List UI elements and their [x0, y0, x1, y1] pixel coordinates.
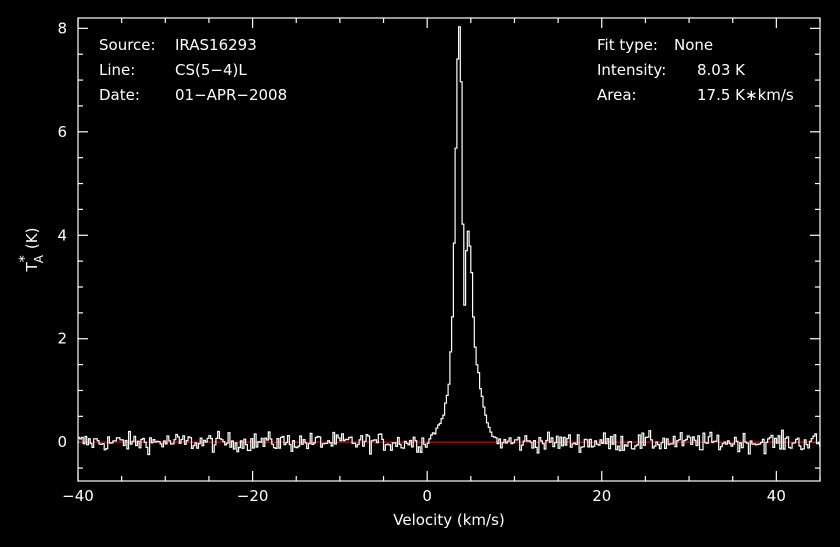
- y-axis-label: T*A (K): [17, 228, 46, 273]
- y-tick-label: 0: [57, 433, 67, 451]
- x-axis-label: Velocity (km/s): [393, 511, 504, 529]
- y-axis-symbol: T: [23, 261, 41, 272]
- source-label: Source:: [99, 36, 156, 54]
- plot-frame: [77, 17, 821, 482]
- area-value: 17.5 K∗km/s: [697, 86, 794, 104]
- tick-labels: −40 −20 0 20 40 0 2 4 6 8: [57, 19, 785, 505]
- x-tick-label: −20: [237, 487, 269, 505]
- line-value: CS(5−4)L: [175, 61, 247, 79]
- fit-type-label: Fit type:: [597, 36, 658, 54]
- y-axis-subscript: A: [32, 254, 46, 263]
- intensity-label: Intensity:: [597, 61, 667, 79]
- y-tick-label: 4: [57, 226, 67, 244]
- area-label: Area:: [597, 86, 637, 104]
- x-tick-label: 20: [592, 487, 611, 505]
- line-label: Line:: [99, 61, 136, 79]
- source-value: IRAS16293: [175, 36, 257, 54]
- y-tick-label: 6: [57, 123, 67, 141]
- y-tick-label: 8: [57, 19, 67, 37]
- spectrum-line: [78, 26, 821, 456]
- x-tick-label: −40: [62, 487, 94, 505]
- y-axis-unit: (K): [23, 228, 41, 250]
- intensity-value: 8.03 K: [697, 61, 746, 79]
- x-tick-label: 0: [422, 487, 432, 505]
- date-value: 01−APR−2008: [175, 86, 288, 104]
- fit-type-value: None: [674, 36, 714, 54]
- x-tick-label: 40: [767, 487, 786, 505]
- date-label: Date:: [99, 86, 140, 104]
- y-axis-superscript: *: [17, 255, 33, 262]
- y-tick-label: 2: [57, 330, 67, 348]
- svg-text:T*A(K): T*A (K): [17, 228, 46, 273]
